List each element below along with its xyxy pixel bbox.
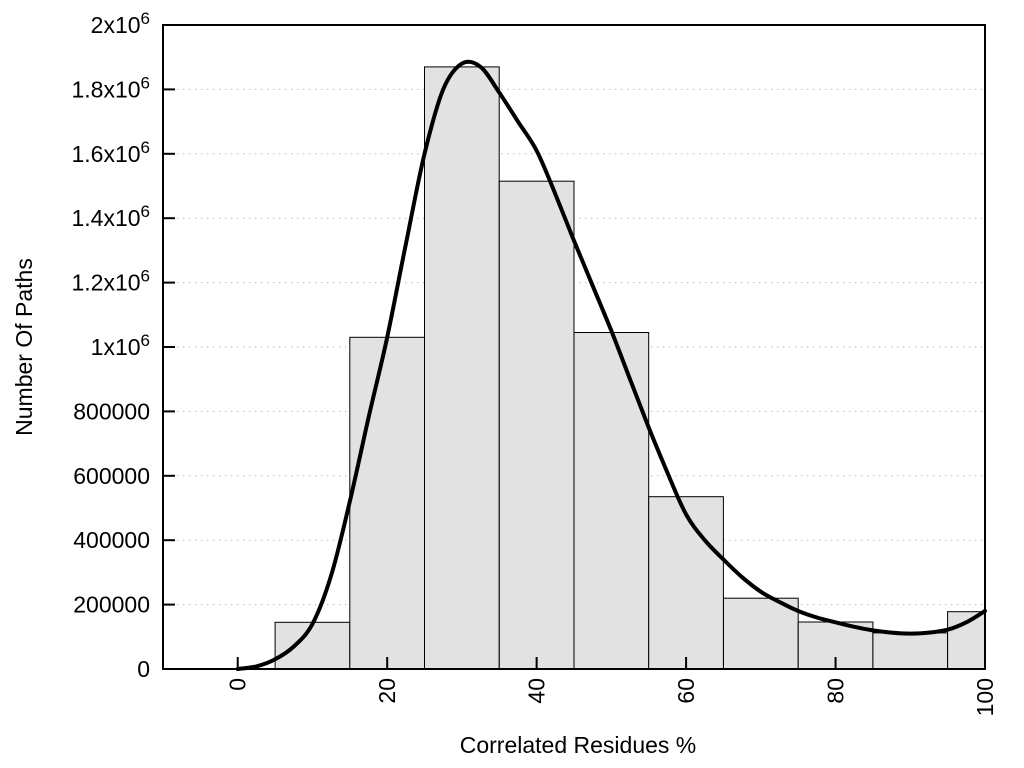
y-tick-label: 800000 <box>73 398 150 424</box>
histogram-bar <box>349 336 425 670</box>
x-tick-label: 80 <box>823 678 849 704</box>
histogram-bar <box>872 632 949 670</box>
y-tick-label: 600000 <box>73 463 150 489</box>
y-tick-label: 1.6x106 <box>71 138 150 167</box>
y-axis-title: Number Of Paths <box>11 258 37 436</box>
y-tick-label: 0 <box>137 656 150 682</box>
y-tick-label: 200000 <box>73 592 150 618</box>
y-tick-label: 1.8x106 <box>71 73 150 102</box>
x-tick-label: 40 <box>524 678 550 704</box>
y-tick-label: 1.4x106 <box>71 202 150 231</box>
y-tick-label: 400000 <box>73 527 150 553</box>
x-tick-label: 100 <box>972 678 998 716</box>
y-tick-label: 1.2x106 <box>71 267 150 296</box>
x-tick-label: 0 <box>225 678 251 691</box>
histogram-bar <box>424 66 500 670</box>
x-axis-title: Correlated Residues % <box>460 732 697 758</box>
histogram-bar <box>498 180 575 670</box>
histogram-bar <box>723 597 799 670</box>
y-tick-label: 1x106 <box>91 331 150 360</box>
y-tick-label: 2x106 <box>91 9 150 38</box>
histogram-bar <box>274 621 351 670</box>
x-tick-label: 20 <box>374 678 400 704</box>
x-tick-label: 60 <box>673 678 699 704</box>
histogram-bar <box>648 496 724 670</box>
density-curve <box>235 59 987 671</box>
histogram-bar <box>573 332 650 670</box>
